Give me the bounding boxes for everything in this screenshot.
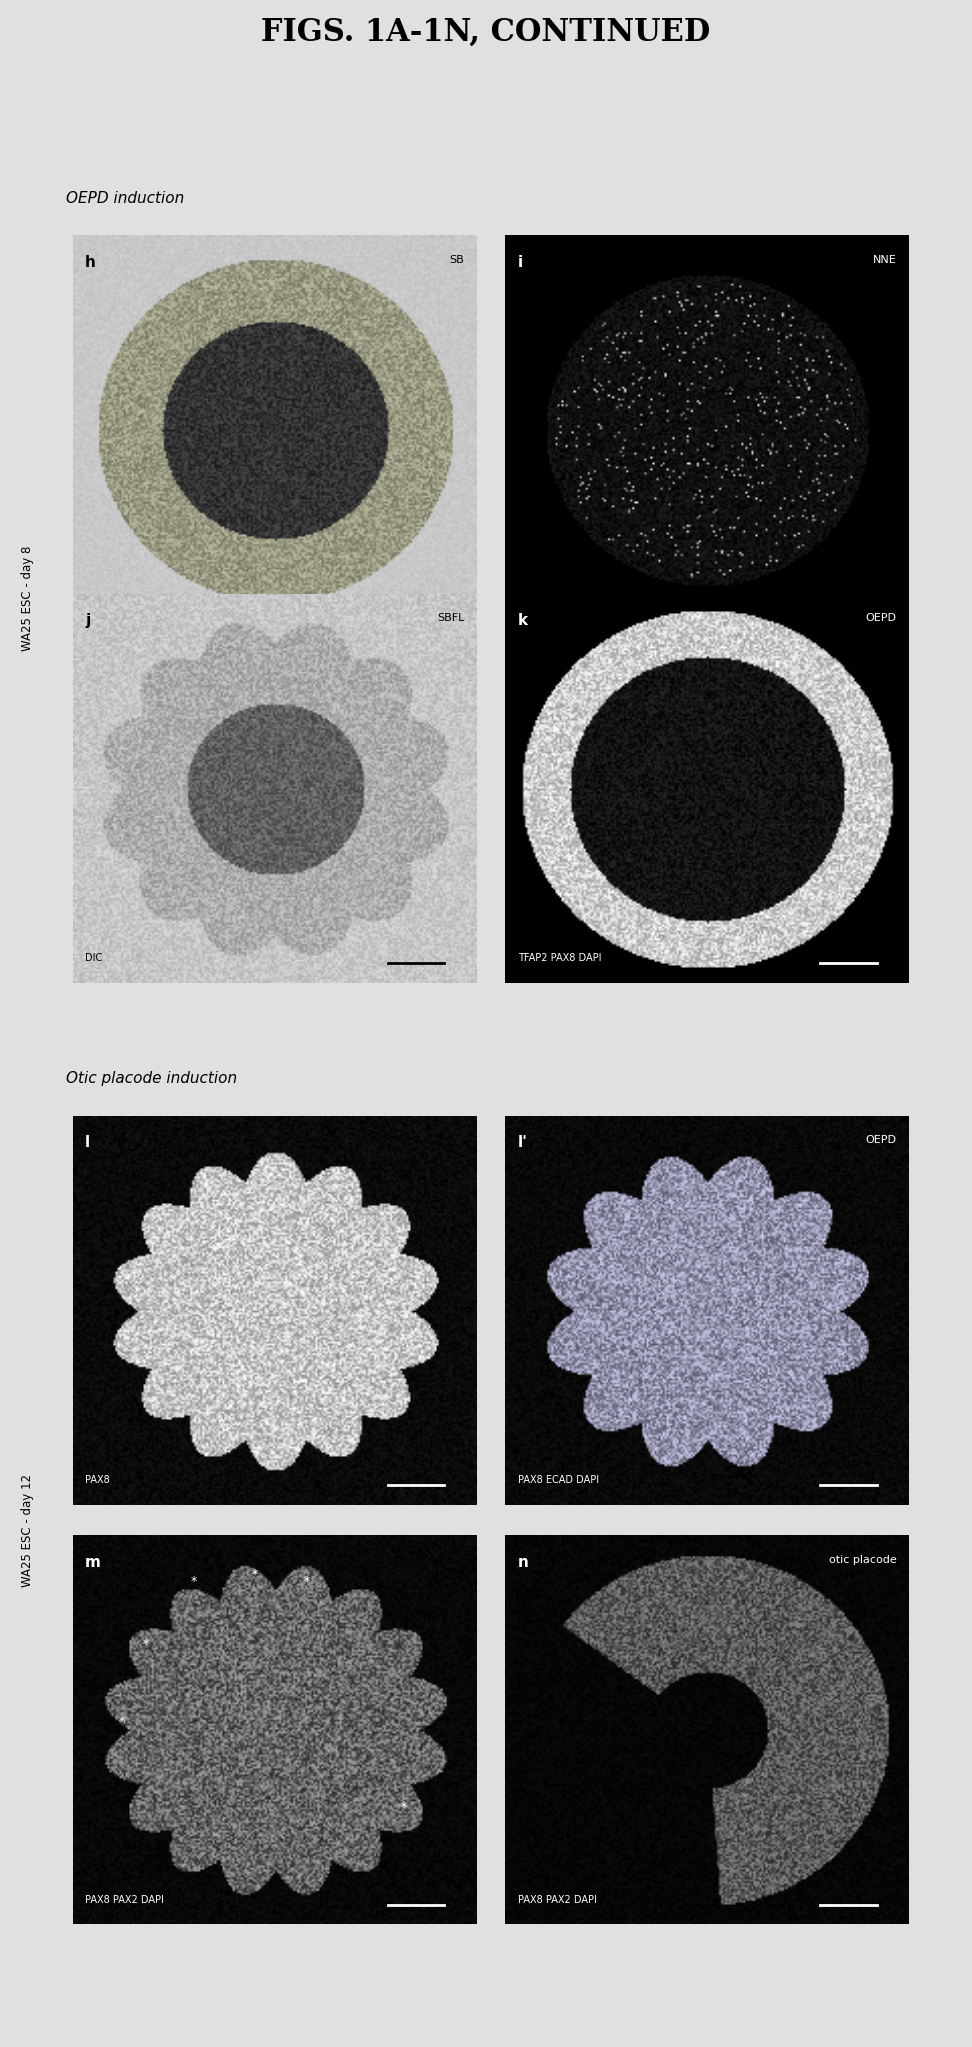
Text: h: h xyxy=(85,256,96,270)
Text: *: * xyxy=(303,1576,310,1588)
Text: j: j xyxy=(85,614,90,628)
Text: PAX8 PAX2 DAPI: PAX8 PAX2 DAPI xyxy=(85,1896,164,1904)
Text: TFAP2 PAX8 DAPI: TFAP2 PAX8 DAPI xyxy=(517,954,601,964)
Text: *: * xyxy=(400,1801,407,1814)
Text: TFAP2 PAX8 DAPI: TFAP2 PAX8 DAPI xyxy=(517,596,601,606)
Text: l': l' xyxy=(517,1134,528,1150)
Text: l: l xyxy=(85,1134,90,1150)
Text: n: n xyxy=(517,1556,529,1570)
Text: OEPD: OEPD xyxy=(866,1134,897,1144)
Text: OEPD induction: OEPD induction xyxy=(66,190,185,207)
Text: WA25 ESC - day 12: WA25 ESC - day 12 xyxy=(20,1474,34,1586)
Text: Otic placode induction: Otic placode induction xyxy=(66,1071,237,1087)
Text: NNE: NNE xyxy=(873,256,897,264)
Text: m: m xyxy=(85,1556,101,1570)
Text: *: * xyxy=(142,1638,149,1650)
Text: PAX8 PAX2 DAPI: PAX8 PAX2 DAPI xyxy=(517,1896,597,1904)
Text: FIGS. 1A-1N, CONTINUED: FIGS. 1A-1N, CONTINUED xyxy=(261,16,711,49)
Text: DIC: DIC xyxy=(85,954,102,964)
Text: PAX8 ECAD DAPI: PAX8 ECAD DAPI xyxy=(517,1476,599,1486)
Text: WA25 ESC - day 8: WA25 ESC - day 8 xyxy=(20,547,34,651)
Text: i: i xyxy=(517,256,523,270)
Text: k: k xyxy=(517,614,528,628)
Text: DIC: DIC xyxy=(85,596,102,606)
Text: *: * xyxy=(119,1715,124,1728)
Text: otic placode: otic placode xyxy=(829,1556,897,1564)
Text: OEPD: OEPD xyxy=(866,614,897,622)
Text: PAX8: PAX8 xyxy=(85,1476,110,1486)
Text: *: * xyxy=(252,1568,258,1580)
Text: *: * xyxy=(191,1576,197,1588)
Text: SBFL: SBFL xyxy=(436,614,465,622)
Text: SB: SB xyxy=(449,256,465,264)
